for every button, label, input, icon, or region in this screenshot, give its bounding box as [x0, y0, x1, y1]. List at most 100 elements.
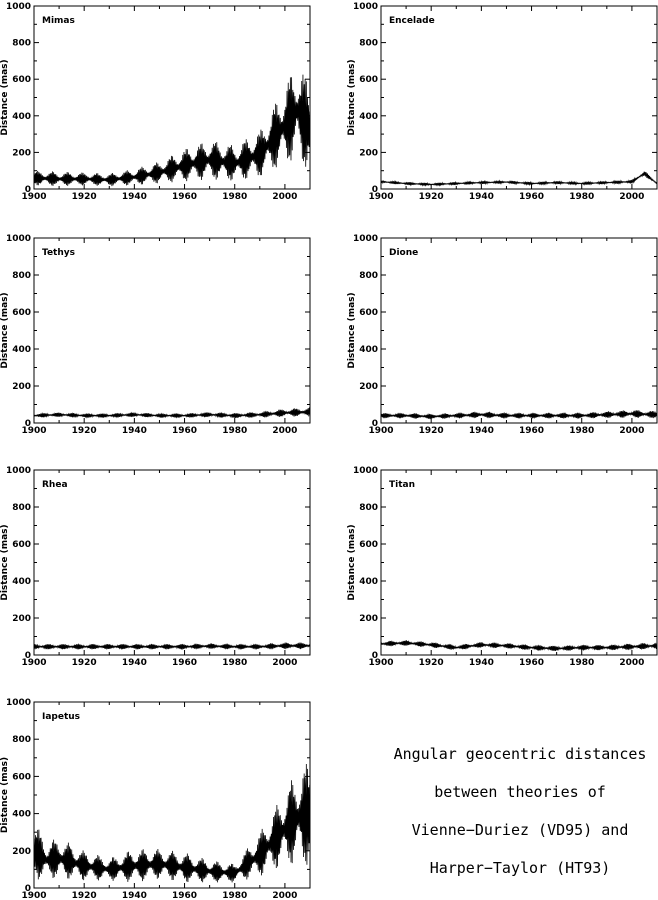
panel-title: Iapetus [42, 712, 80, 722]
chart-dione: 0 200 400 600 800 1000 1900 1920 1940 1960 1980 200… [347, 234, 658, 436]
plot-frame [33, 5, 311, 190]
figure-caption: Angular geocentric distances between the… [370, 735, 658, 887]
y-axis-title: Distance (mas) [0, 292, 10, 368]
y-tick-label: 600 [359, 540, 378, 550]
y-axis-title: Distance (mas) [347, 292, 357, 368]
y-tick-label: 0 [25, 419, 31, 429]
y-tick-label: 0 [372, 651, 378, 661]
x-tick-label: 1900 [368, 658, 393, 668]
panel-title: Dione [389, 248, 418, 258]
x-tick-label: 1920 [419, 658, 444, 668]
y-tick-label: 1000 [353, 466, 378, 476]
y-tick-label: 200 [12, 382, 31, 392]
x-tick-label: 1900 [21, 891, 46, 900]
chart-encelade: 0 200 400 600 800 1000 1900 1920 1940 1960 1980 200… [347, 2, 658, 202]
y-tick-label: 600 [12, 308, 31, 318]
y-tick-label: 400 [359, 112, 378, 122]
x-tick-label: 1960 [172, 426, 197, 436]
y-tick-label: 800 [12, 271, 31, 281]
x-tick-label: 1960 [172, 192, 197, 202]
x-tick-label: 1920 [72, 426, 97, 436]
x-tick-label: 1960 [172, 891, 197, 900]
series-line [380, 409, 658, 420]
y-tick-label: 1000 [6, 234, 31, 244]
series-line [380, 171, 658, 187]
x-tick-label: 2000 [272, 658, 297, 668]
y-tick-label: 200 [12, 148, 31, 158]
x-tick-label: 2000 [272, 891, 297, 900]
x-tick-label: 2000 [619, 658, 644, 668]
x-tick-label: 1920 [72, 891, 97, 900]
panel-title: Mimas [42, 16, 75, 26]
y-tick-label: 600 [12, 772, 31, 782]
plot-frame [33, 237, 311, 424]
plot-frame [380, 469, 658, 656]
y-tick-label: 1000 [353, 2, 378, 12]
x-tick-label: 1900 [21, 658, 46, 668]
y-tick-label: 800 [359, 503, 378, 513]
y-tick-label: 600 [359, 75, 378, 85]
y-tick-label: 400 [12, 345, 31, 355]
chart-tethys: 0 200 400 600 800 1000 1900 1920 1940 1960 1980 200… [0, 234, 311, 436]
x-tick-label: 1920 [419, 426, 444, 436]
x-tick-label: 1960 [172, 658, 197, 668]
x-tick-label: 2000 [619, 192, 644, 202]
x-tick-label: 2000 [272, 426, 297, 436]
y-tick-label: 1000 [6, 2, 31, 12]
x-tick-label: 1960 [519, 192, 544, 202]
plot-frame [33, 469, 311, 656]
x-tick-label: 1900 [21, 426, 46, 436]
series-line [33, 74, 311, 187]
x-tick-label: 2000 [619, 426, 644, 436]
x-tick-label: 1940 [122, 192, 147, 202]
x-tick-label: 1940 [122, 891, 147, 900]
y-axis-title: Distance (mas) [347, 524, 357, 600]
x-tick-label: 2000 [272, 192, 297, 202]
x-tick-label: 1940 [122, 426, 147, 436]
y-tick-label: 0 [372, 419, 378, 429]
y-tick-label: 600 [12, 75, 31, 85]
y-tick-label: 0 [25, 884, 31, 894]
x-tick-label: 1900 [368, 426, 393, 436]
plot-frame [380, 237, 658, 424]
caption-line-1: Angular geocentric distances [393, 745, 647, 763]
x-tick-label: 1980 [222, 192, 247, 202]
y-tick-label: 1000 [353, 234, 378, 244]
chart-mimas: 0 200 400 600 800 1000 1900 1920 1940 1960 1980 200… [0, 2, 311, 202]
caption-line-2: between theories of [434, 783, 606, 801]
y-tick-label: 800 [12, 39, 31, 49]
x-tick-label: 1980 [569, 192, 594, 202]
panel-title: Titan [389, 480, 415, 490]
chart-titan: 0 200 400 600 800 1000 1900 1920 1940 1960 1980 200… [347, 466, 658, 668]
caption-line-4: Harper−Taylor (HT93) [429, 859, 611, 877]
y-axis-title: Distance (mas) [0, 524, 10, 600]
y-tick-label: 400 [359, 345, 378, 355]
y-tick-label: 400 [359, 577, 378, 587]
x-tick-label: 1980 [569, 426, 594, 436]
x-tick-label: 1920 [72, 658, 97, 668]
x-tick-label: 1980 [569, 658, 594, 668]
y-tick-label: 200 [12, 614, 31, 624]
x-tick-label: 1980 [222, 426, 247, 436]
x-tick-label: 1900 [21, 192, 46, 202]
series-line [33, 642, 311, 651]
y-tick-label: 200 [359, 148, 378, 158]
panel-title: Tethys [42, 248, 75, 258]
y-tick-label: 0 [25, 185, 31, 195]
y-tick-label: 800 [12, 503, 31, 513]
x-tick-label: 1900 [368, 192, 393, 202]
panel-title: Encelade [389, 16, 435, 26]
y-tick-label: 0 [25, 651, 31, 661]
panel-title: Rhea [42, 480, 68, 490]
y-tick-label: 200 [12, 847, 31, 857]
series-line [33, 407, 311, 419]
y-tick-label: 600 [359, 308, 378, 318]
chart-rhea: 0 200 400 600 800 1000 1900 1920 1940 1960 1980 200… [0, 466, 311, 668]
y-tick-label: 200 [359, 382, 378, 392]
y-tick-label: 800 [359, 271, 378, 281]
y-tick-label: 200 [359, 614, 378, 624]
y-tick-label: 800 [12, 735, 31, 745]
y-axis-title: Distance (mas) [0, 59, 10, 135]
series-line [33, 764, 311, 883]
